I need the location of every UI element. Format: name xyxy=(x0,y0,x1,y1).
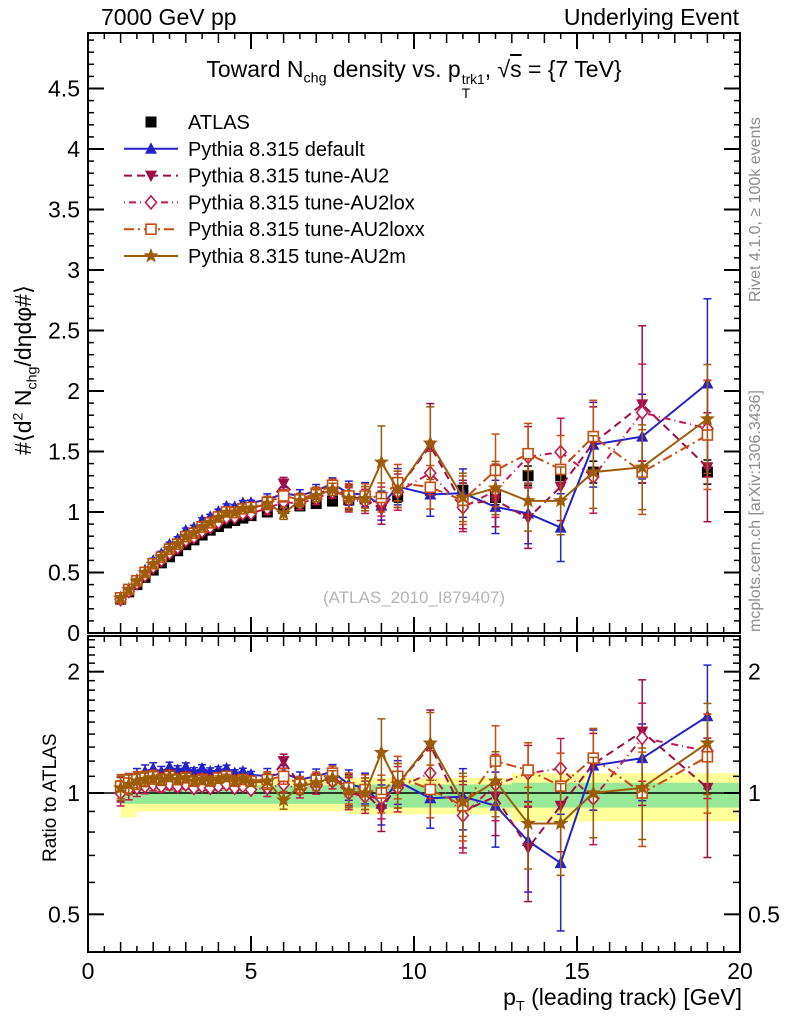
series-main-pythia-8-315-tune-au2m xyxy=(113,363,715,605)
svg-text:0.5: 0.5 xyxy=(748,901,780,927)
main-panel-series xyxy=(113,298,715,607)
svg-text:5: 5 xyxy=(245,958,258,984)
band-green xyxy=(511,782,739,808)
series-main-pythia-8-315-tune-au2loxx xyxy=(114,379,714,604)
title-sup-trk1: trk1 xyxy=(461,71,485,87)
legend-item-pythia-8-315-tune-au2lox: Pythia 8.315 tune-AU2lox xyxy=(124,192,415,214)
svg-text:2: 2 xyxy=(748,659,761,685)
svg-text:ATLAS: ATLAS xyxy=(188,112,250,134)
ratio-panel-series xyxy=(113,664,715,932)
sqrt-sign: √ xyxy=(497,56,511,82)
series-ratio-pythia-8-315-tune-au2m xyxy=(113,702,715,877)
svg-text:15: 15 xyxy=(564,958,590,984)
svg-text:Pythia 8.315 default: Pythia 8.315 default xyxy=(188,139,365,161)
series-main-pythia-8-315-default xyxy=(114,298,714,604)
rivet-version-note: Rivet 4.1.0, ≥ 100k events xyxy=(747,117,764,302)
svg-text:0: 0 xyxy=(67,620,80,646)
mcplots-arxiv-note: mcplots.cern.ch [arXiv:1306.3436] xyxy=(747,390,764,632)
sqrt-s: s xyxy=(510,56,522,82)
analysis-group-label: Underlying Event xyxy=(563,4,739,30)
title-text: Toward N xyxy=(206,56,304,82)
svg-text:4: 4 xyxy=(67,136,80,162)
title-text-3: , xyxy=(484,56,498,82)
svg-text:2.5: 2.5 xyxy=(48,318,80,344)
title-text-2: density vs. p xyxy=(326,56,461,82)
beam-energy-label: 7000 GeV pp xyxy=(101,4,237,30)
svg-text:Pythia 8.315 tune-AU2loxx: Pythia 8.315 tune-AU2loxx xyxy=(188,219,425,241)
svg-text:20: 20 xyxy=(727,958,753,984)
svg-text:4.5: 4.5 xyxy=(48,76,80,102)
x-axis-label: pT (leading track) [GeV] xyxy=(503,984,742,1015)
legend-item-pythia-8-315-tune-au2m: Pythia 8.315 tune-AU2m xyxy=(124,246,406,268)
title-sub-chg: chg xyxy=(303,70,327,87)
svg-text:Pythia 8.315 tune-AU2m: Pythia 8.315 tune-AU2m xyxy=(188,246,406,268)
legend-item-pythia-8-315-tune-au2: Pythia 8.315 tune-AU2 xyxy=(124,166,389,188)
plot-title: Toward Nchg density vs. p trk1 T, √s = {7 … xyxy=(88,56,740,101)
axes-frames-ticks: 0 5 10 15 20 0 0.5 1 1.5 2 2.5 3 3.5 4 4.5 0.5 0.5 1 1 2 2 xyxy=(48,32,780,984)
ratio-axis-label: Ratio to ATLAS xyxy=(40,733,61,863)
svg-text:1: 1 xyxy=(67,499,80,525)
svg-text:2: 2 xyxy=(67,378,80,404)
svg-text:3: 3 xyxy=(67,257,80,283)
svg-text:10: 10 xyxy=(401,958,427,984)
svg-text:0: 0 xyxy=(82,958,95,984)
svg-text:Pythia 8.315 tune-AU2: Pythia 8.315 tune-AU2 xyxy=(188,166,389,188)
y-axis-label: #⟨d2 Nchg/dηdφ#⟩ xyxy=(10,285,41,455)
svg-text:0.5: 0.5 xyxy=(48,560,80,586)
svg-text:1: 1 xyxy=(748,780,761,806)
svg-text:1: 1 xyxy=(67,780,80,806)
svg-text:3.5: 3.5 xyxy=(48,197,80,223)
title-sub-t: T xyxy=(461,85,471,101)
analysis-id-watermark: (ATLAS_2010_I879407) xyxy=(322,588,506,607)
title-text-4: = {7 TeV} xyxy=(521,56,622,82)
legend-item-pythia-8-315-tune-au2loxx: Pythia 8.315 tune-AU2loxx xyxy=(124,219,425,241)
svg-text:1.5: 1.5 xyxy=(48,439,80,465)
legend-item-atlas: ATLAS xyxy=(145,112,250,134)
svg-text:0.5: 0.5 xyxy=(48,901,80,927)
svg-text:2: 2 xyxy=(67,659,80,685)
legend-item-pythia-8-315-default: Pythia 8.315 default xyxy=(124,139,365,161)
title-pt-stack: trk1 T xyxy=(461,71,485,101)
legend: ATLAS Pythia 8.315 default Pythia 8.315 tu… xyxy=(124,112,425,268)
svg-text:Pythia 8.315 tune-AU2lox: Pythia 8.315 tune-AU2lox xyxy=(188,192,415,214)
